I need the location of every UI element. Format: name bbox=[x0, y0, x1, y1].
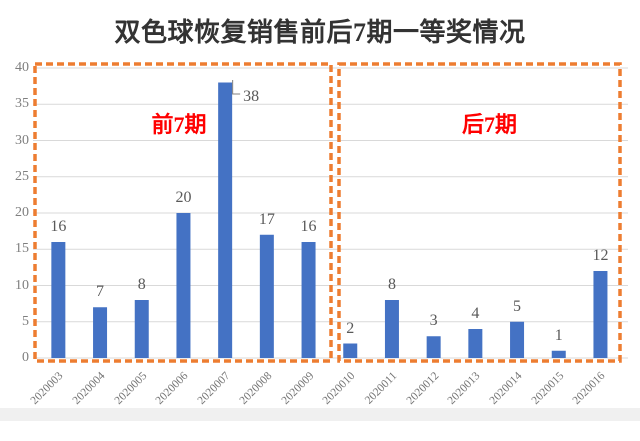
bar-2020015 bbox=[551, 350, 566, 358]
bar-2020005 bbox=[134, 300, 149, 358]
group-box-1 bbox=[33, 62, 333, 363]
bar-2020014 bbox=[510, 321, 525, 358]
callout-leader-line-2020007 bbox=[232, 80, 241, 95]
chart-canvas bbox=[33, 62, 628, 363]
bar-2020008 bbox=[259, 234, 274, 358]
bar-2020006 bbox=[176, 213, 191, 358]
page-bottom-strip bbox=[0, 408, 640, 421]
bar-2020013 bbox=[468, 329, 483, 358]
bar-2020007 bbox=[218, 82, 233, 358]
chart-title: 双色球恢复销售前后7期一等奖情况 bbox=[114, 18, 526, 47]
bar-2020003 bbox=[51, 242, 66, 358]
bar-2020004 bbox=[93, 307, 108, 358]
bar-2020012 bbox=[426, 336, 441, 358]
chart-frame: 双色球恢复销售前后7期一等奖情况 0 5 10 15 20 25 30 35 40 16 20200… bbox=[0, 18, 640, 421]
bar-2020010 bbox=[343, 343, 358, 358]
bar-2020016 bbox=[593, 271, 608, 358]
bar-2020011 bbox=[384, 300, 399, 358]
group-box-2 bbox=[337, 62, 622, 363]
bar-2020009 bbox=[301, 242, 316, 358]
